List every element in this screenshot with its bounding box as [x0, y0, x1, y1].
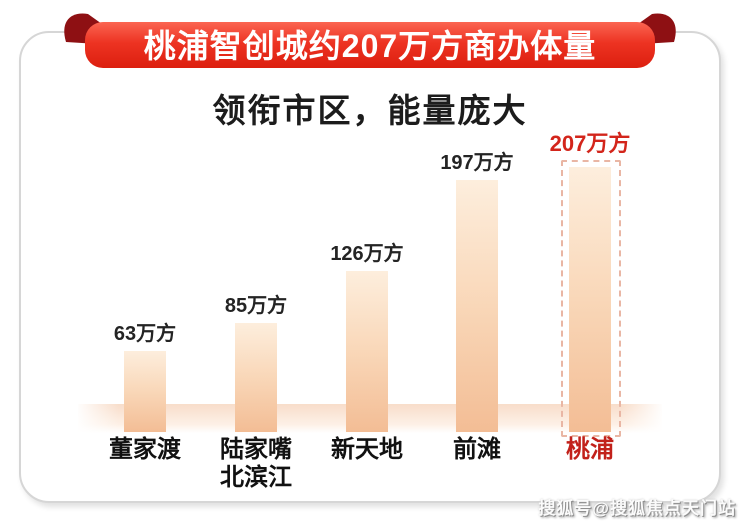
bar-group-xintiandi: 126万方	[307, 237, 427, 432]
bar-taopu	[569, 167, 611, 432]
bar-value-label-highlight: 207万方	[549, 131, 631, 156]
banner-title: 桃浦智创城约207万方商办体量	[143, 28, 597, 64]
category-label-lujiazui-beibinjiang: 陆家嘴 北滨江	[220, 436, 292, 491]
bar-lujiazui-beibinjiang	[235, 323, 277, 432]
bar-qiantan	[456, 180, 498, 432]
ribbon-banner-graphic	[64, 13, 676, 68]
ribbon-body	[85, 22, 655, 68]
category-label-xintiandi: 新天地	[331, 436, 403, 463]
category-label-qiantan: 前滩	[453, 436, 501, 463]
sohu-watermark: 搜狐号@搜狐焦点天门站	[538, 499, 736, 518]
highlight-dashed-frame	[561, 160, 621, 437]
category-label-dongjiadu: 董家渡	[109, 436, 181, 463]
bar-group-taopu: 207万方	[530, 126, 650, 432]
bar-xintiandi	[346, 271, 388, 432]
chart-subtitle: 领衔市区，能量庞大	[212, 92, 528, 129]
bar-group-dongjiadu: 63万方	[85, 317, 205, 432]
bar-value-label: 197万方	[440, 152, 514, 174]
category-label-taopu: 桃浦	[566, 436, 614, 463]
bar-value-label: 126万方	[330, 243, 404, 265]
bar-dongjiadu	[124, 351, 166, 432]
bar-value-label: 63万方	[113, 323, 177, 345]
bar-value-label: 85万方	[224, 295, 288, 317]
bar-group-lujiazui-beibinjiang: 85万方	[196, 289, 316, 432]
bar-group-qiantan: 197万方	[417, 146, 537, 432]
